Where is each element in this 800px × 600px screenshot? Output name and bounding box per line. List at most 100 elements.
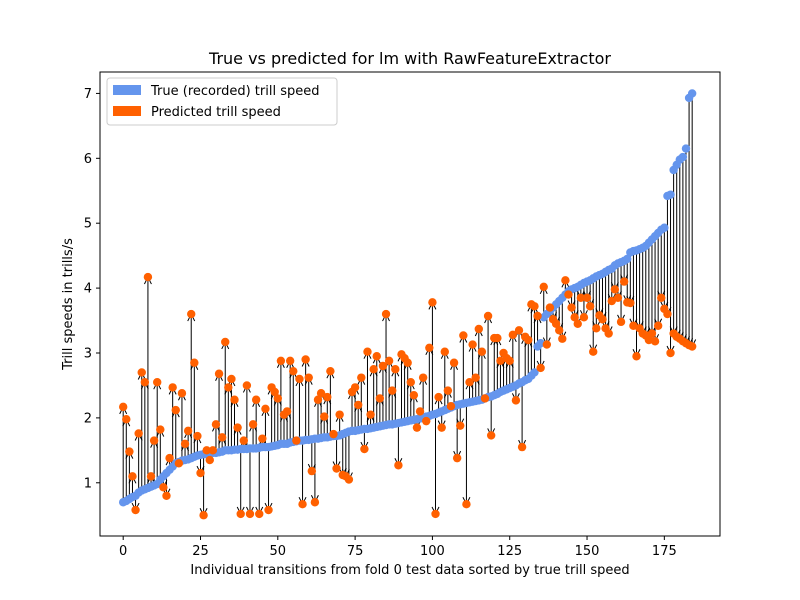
predicted-point — [422, 416, 431, 426]
predicted-point — [388, 386, 397, 395]
predicted-point — [536, 363, 545, 373]
x-tick-label: 0 — [119, 544, 127, 559]
predicted-point — [224, 383, 233, 392]
predicted-point — [162, 491, 171, 500]
predicted-point — [616, 317, 626, 327]
x-tick-label: 50 — [270, 544, 287, 559]
predicted-point — [214, 369, 224, 378]
x-axis-label: Individual transitions from fold 0 test … — [190, 563, 629, 578]
predicted-point — [545, 303, 555, 312]
predicted-point — [539, 282, 548, 292]
predicted-point — [205, 455, 214, 465]
chart-title: True vs predicted for lm with RawFeature… — [208, 49, 611, 68]
predicted-point — [434, 392, 443, 402]
predicted-point — [412, 423, 422, 432]
predicted-point — [171, 405, 180, 415]
y-tick-label: 2 — [84, 411, 92, 426]
predicted-point — [468, 340, 477, 349]
predicted-point — [508, 330, 518, 340]
predicted-point — [316, 389, 326, 398]
predicted-point — [211, 420, 221, 429]
predicted-point — [122, 414, 131, 424]
y-axis-label: Trill speeds in trills/s — [61, 238, 76, 371]
predicted-point — [517, 442, 527, 452]
predicted-point — [514, 326, 524, 335]
predicted-point — [261, 404, 270, 414]
predicted-point — [666, 348, 675, 358]
predicted-point — [589, 347, 598, 356]
y-axis: 1 2 3 4 5 6 7 — [84, 87, 100, 491]
predicted-point — [657, 293, 666, 303]
predicted-point — [276, 356, 286, 365]
predicted-point — [193, 431, 202, 441]
predicted-point — [289, 366, 298, 376]
predicted-point — [208, 446, 218, 455]
predicted-point — [567, 303, 576, 312]
predicted-point — [233, 423, 242, 432]
predicted-point — [530, 302, 539, 311]
predicted-point — [564, 290, 573, 299]
legend-label-true: True (recorded) trill speed — [150, 84, 319, 99]
predicted-point — [511, 396, 521, 405]
predicted-point — [619, 277, 629, 286]
predicted-point — [369, 365, 378, 374]
predicted-point — [236, 509, 245, 519]
predicted-point — [425, 343, 434, 353]
predicted-point — [153, 377, 162, 387]
predicted-point — [452, 453, 462, 463]
predicted-point — [245, 509, 255, 519]
predicted-point — [258, 434, 267, 443]
predicted-point — [230, 395, 239, 404]
x-tick-label: 125 — [497, 544, 522, 559]
predicted-point — [310, 498, 320, 507]
predicted-point — [440, 347, 449, 356]
predicted-point — [128, 472, 137, 481]
predicted-point — [576, 293, 586, 303]
predicted-point — [255, 509, 264, 519]
predicted-point — [149, 436, 159, 445]
x-axis: 0 25 50 75 100 125 150 175 — [119, 536, 677, 559]
predicted-point — [168, 383, 177, 392]
predicted-point — [449, 358, 459, 367]
predicted-point — [248, 420, 258, 429]
predicted-point — [174, 459, 184, 468]
predicted-point — [378, 361, 388, 371]
predicted-point — [143, 272, 153, 282]
true-point — [666, 190, 675, 199]
predicted-point — [251, 395, 261, 404]
predicted-point — [462, 500, 471, 509]
predicted-point — [239, 436, 248, 445]
x-tick-label: 150 — [575, 544, 600, 559]
predicted-point — [505, 356, 514, 365]
predicted-point — [183, 426, 193, 436]
predicted-point — [319, 412, 329, 421]
predicted-point — [570, 313, 579, 322]
predicted-point — [579, 313, 589, 322]
predicted-point — [415, 407, 425, 416]
predicted-point — [307, 466, 317, 476]
predicted-point — [344, 475, 354, 484]
predicted-point — [626, 298, 635, 308]
predicted-point — [375, 394, 385, 403]
predicted-point — [551, 319, 561, 328]
predicted-point — [431, 509, 440, 519]
predicted-point — [471, 373, 480, 382]
predicted-point — [292, 436, 301, 445]
y-tick-label: 1 — [84, 476, 92, 491]
predicted-point — [329, 429, 338, 439]
predicted-point — [610, 285, 620, 294]
predicted-point — [474, 324, 484, 334]
predicted-point — [409, 390, 419, 400]
predicted-point — [190, 358, 199, 367]
y-tick-label: 7 — [84, 87, 92, 102]
predicted-point — [573, 319, 582, 328]
x-tick-label: 100 — [420, 544, 445, 559]
y-tick-label: 3 — [84, 346, 92, 361]
legend: True (recorded) trill speed Predicted tr… — [106, 77, 338, 126]
predicted-point — [242, 381, 252, 390]
predicted-point — [199, 511, 208, 520]
plot-frame — [99, 71, 721, 537]
x-tick-label: 175 — [652, 544, 677, 559]
true-point — [623, 254, 632, 264]
